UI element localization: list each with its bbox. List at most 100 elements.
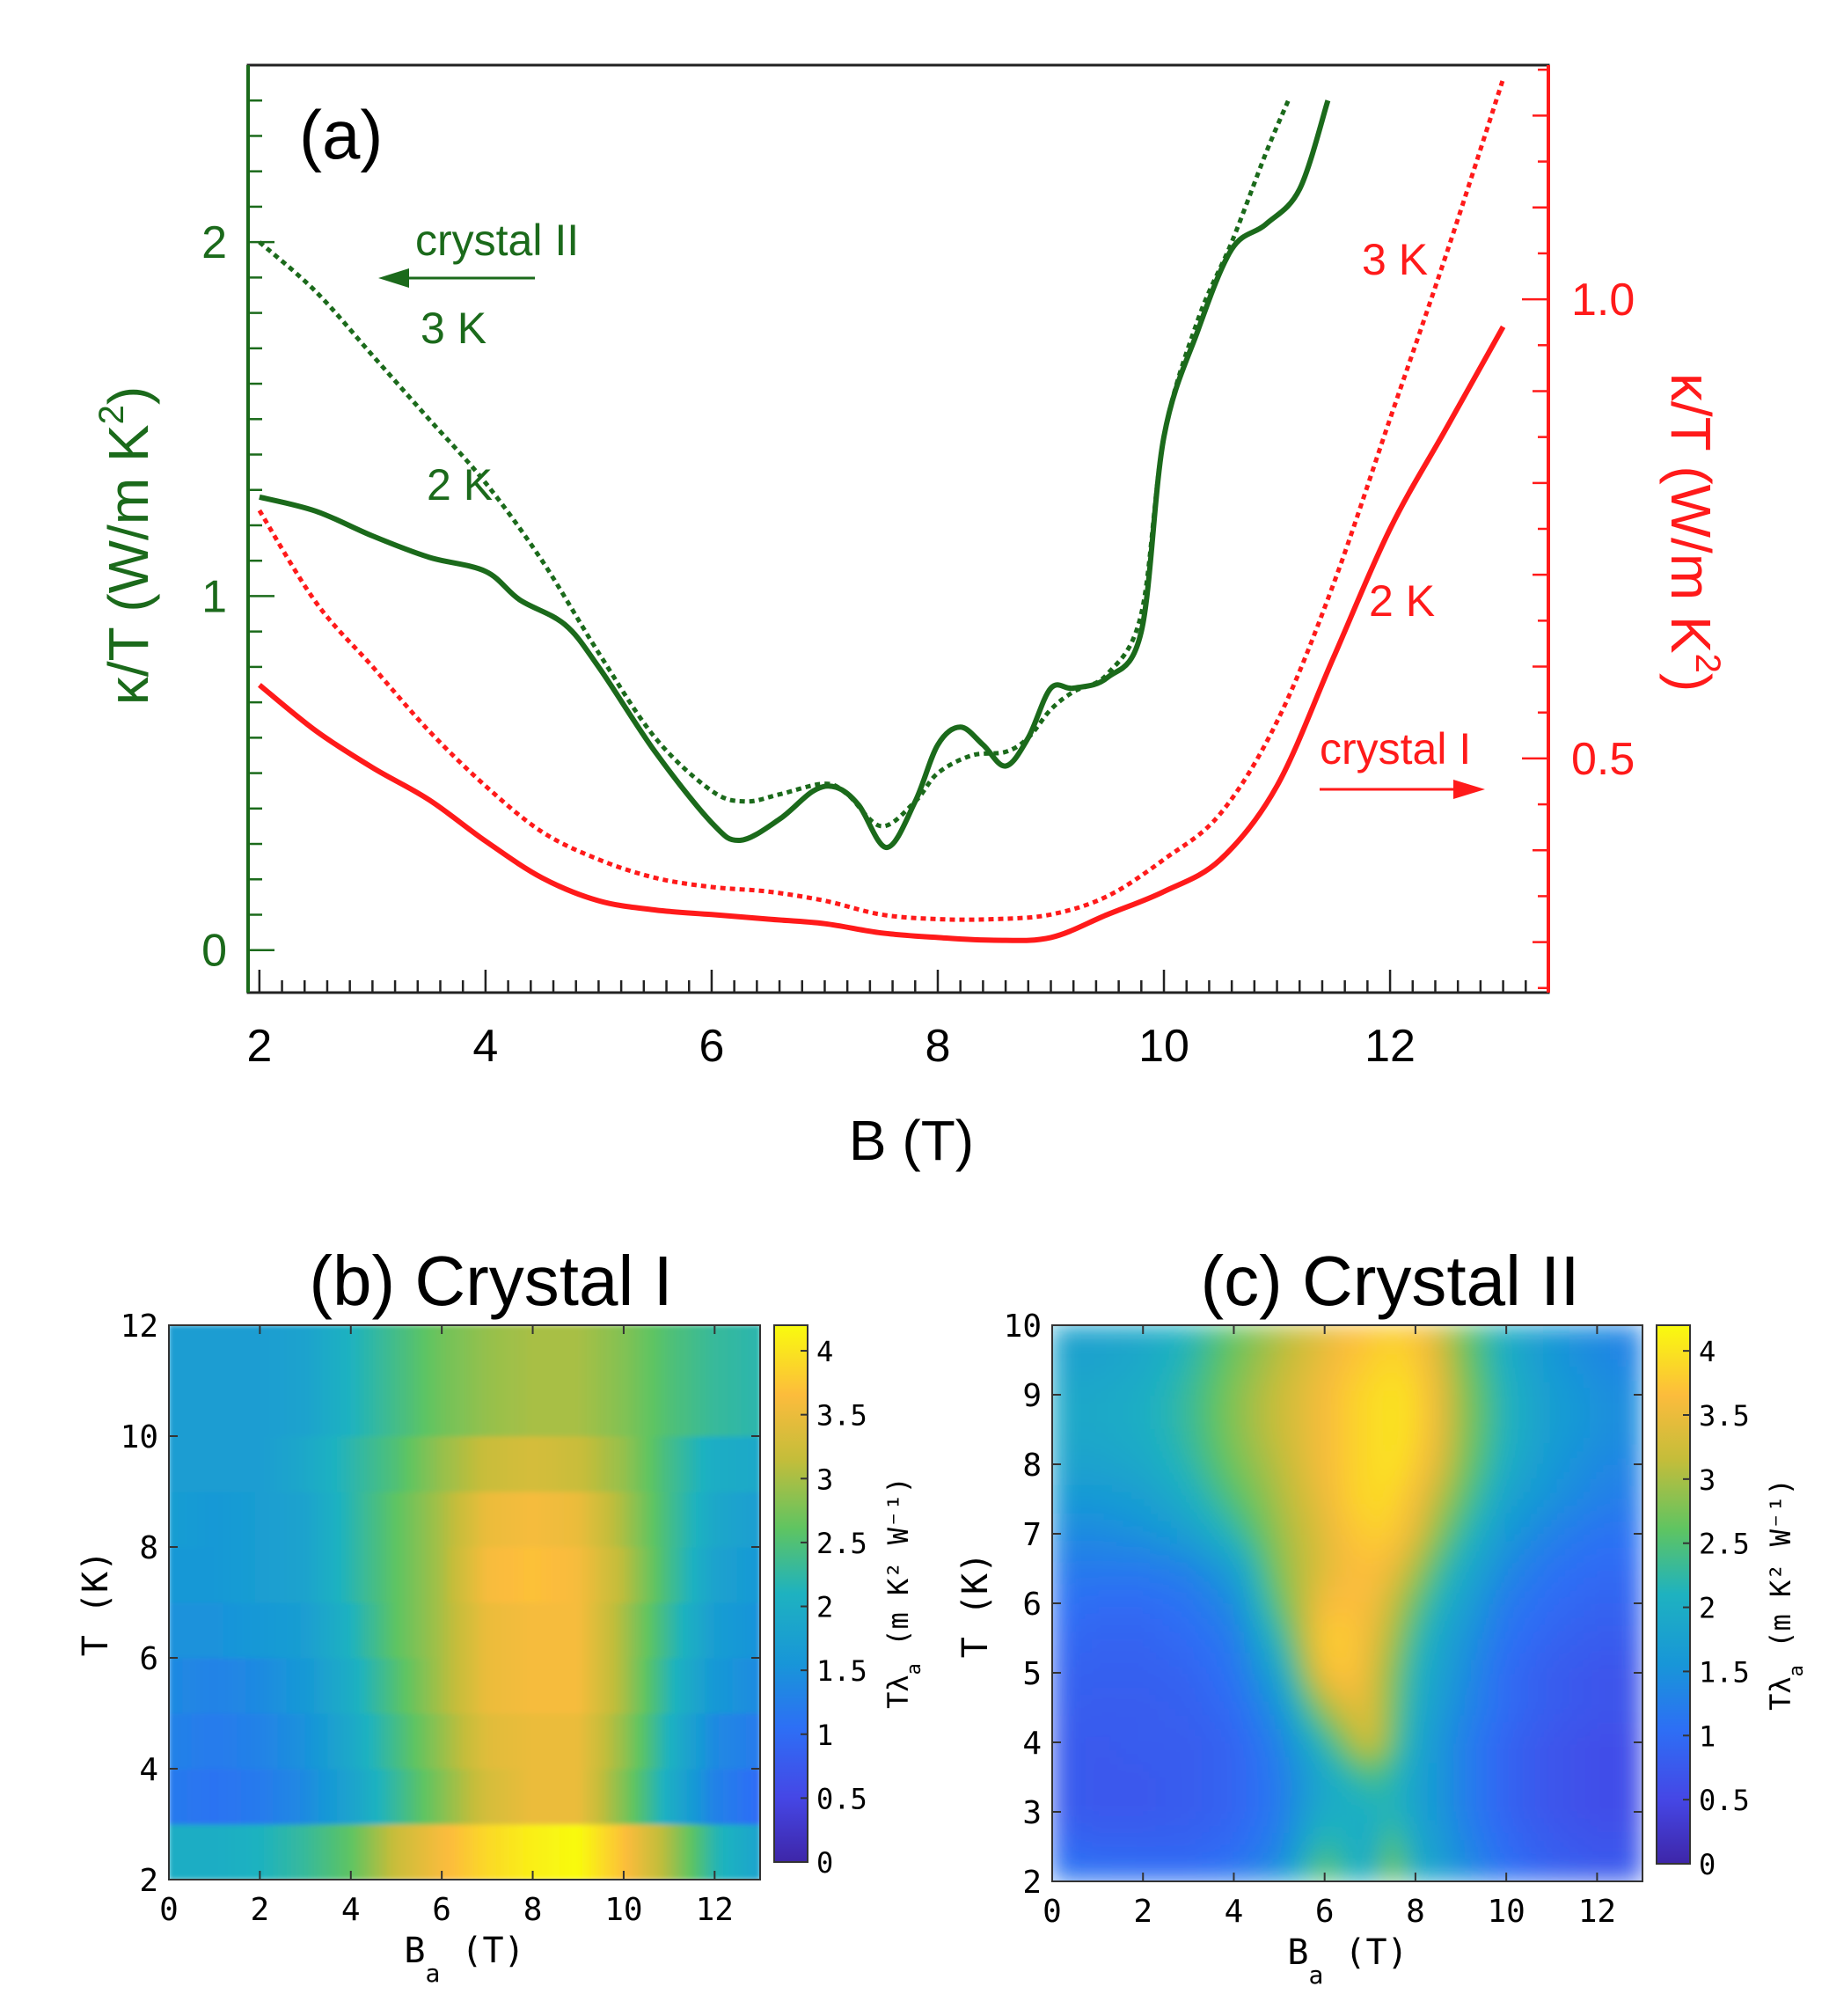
- heatmap-cell: [1215, 1624, 1224, 1632]
- heatmap-cell: [1209, 1727, 1218, 1736]
- heatmap-cell: [741, 1712, 748, 1770]
- heatmap-cell: [1431, 1734, 1440, 1743]
- heatmap-cell: [464, 1712, 471, 1770]
- heatmap-cell: [1452, 1713, 1460, 1722]
- heatmap-cell: [1635, 1602, 1642, 1611]
- heatmap-cell: [641, 1325, 647, 1437]
- heatmap-cell: [1465, 1616, 1473, 1625]
- heatmap-cell: [1465, 1609, 1473, 1618]
- heatmap-cell: [1169, 1658, 1178, 1667]
- heatmap-cell: [1189, 1720, 1197, 1729]
- heatmap-cell: [218, 1325, 225, 1437]
- heatmap-cell: [1471, 1763, 1480, 1771]
- heatmap-cell: [1084, 1631, 1093, 1639]
- heatmap-cell: [1176, 1672, 1184, 1681]
- heatmap-cell: [1143, 1748, 1152, 1757]
- heatmap-cell: [1274, 1818, 1283, 1827]
- heatmap-cell: [1543, 1748, 1552, 1757]
- heatmap-cell: [1615, 1616, 1624, 1625]
- heatmap-cell: [395, 1602, 402, 1659]
- heatmap-cell: [1321, 1783, 1328, 1792]
- heatmap-cell: [1452, 1700, 1460, 1709]
- heatmap-cell: [1097, 1832, 1106, 1841]
- heatmap-cell: [1228, 1770, 1237, 1778]
- heatmap-cell: [1550, 1783, 1558, 1792]
- heatmap-cell: [1064, 1846, 1073, 1855]
- heatmap-cell: [395, 1491, 402, 1548]
- heatmap-cell: [1471, 1734, 1480, 1743]
- heatmap-cell: [564, 1435, 570, 1492]
- heatmap-cell: [646, 1546, 652, 1603]
- heatmap-cell: [495, 1435, 502, 1492]
- heatmap-cell: [259, 1491, 266, 1548]
- heatmap-cell: [1589, 1700, 1598, 1709]
- heatmap-cell: [1340, 1811, 1349, 1820]
- heatmap-cell: [1209, 1770, 1218, 1778]
- heatmap-cell: [218, 1712, 225, 1770]
- heatmap-cell: [187, 1768, 193, 1825]
- heatmap-cell: [195, 1602, 202, 1659]
- heatmap-cell: [1517, 1852, 1525, 1861]
- heatmap-cell: [1057, 1713, 1066, 1722]
- heatmap-cell: [1287, 1790, 1296, 1799]
- heatmap-cell: [1399, 1846, 1408, 1855]
- heatmap-cell: [1064, 1859, 1073, 1868]
- heatmap-cell: [686, 1546, 693, 1603]
- heatmap-cell: [527, 1768, 534, 1825]
- heatmap-cell: [1596, 1644, 1604, 1653]
- heatmap-cell: [191, 1491, 198, 1548]
- heatmap-cell: [1556, 1811, 1565, 1820]
- heatmap-cell: [1609, 1797, 1617, 1806]
- heatmap-cell: [1615, 1859, 1624, 1868]
- heatmap-cell: [1465, 1790, 1473, 1799]
- heatmap-cell: [1143, 1602, 1152, 1611]
- heatmap-cell: [1209, 1658, 1218, 1667]
- heatmap-cell: [1104, 1651, 1112, 1660]
- heatmap-cell: [1222, 1644, 1230, 1653]
- heatmap-cell: [491, 1712, 498, 1770]
- heatmap-cell: [1137, 1672, 1145, 1681]
- heatmap-cell: [1156, 1852, 1165, 1861]
- heatmap-cell: [591, 1325, 597, 1437]
- heatmap-cell: [1425, 1624, 1434, 1632]
- heatmap-cell: [1379, 1777, 1387, 1785]
- heatmap-cell: [582, 1435, 589, 1492]
- heatmap-cell: [209, 1325, 216, 1437]
- heatmap-cell: [1419, 1770, 1427, 1778]
- heatmap-cell: [1491, 1727, 1499, 1736]
- heatmap-cell: [1163, 1624, 1171, 1632]
- heatmap-cell: [1104, 1811, 1112, 1820]
- heatmap-cell: [1465, 1859, 1473, 1868]
- heatmap-cell: [1359, 1741, 1368, 1750]
- heatmap-cell: [1281, 1609, 1290, 1618]
- heatmap-cell: [1478, 1783, 1486, 1792]
- heatmap-cell: [1241, 1846, 1250, 1855]
- heatmap-cell: [1386, 1839, 1394, 1848]
- heatmap-cell: [1057, 1734, 1066, 1743]
- heatmap-cell: [1419, 1832, 1427, 1841]
- heatmap-cell: [218, 1491, 225, 1548]
- heatmap-cell: [1583, 1665, 1591, 1674]
- heatmap-cell: [1071, 1770, 1079, 1778]
- heatmap-cell: [1379, 1832, 1387, 1841]
- heatmap-cell: [1182, 1693, 1191, 1702]
- heatmap-cell: [1556, 1763, 1565, 1771]
- heatmap-cell: [1222, 1624, 1230, 1632]
- heatmap-cell: [537, 1657, 543, 1714]
- heatmap-cell: [1064, 1832, 1073, 1841]
- x-tick-label: 6: [432, 1892, 451, 1928]
- heatmap-cell: [1163, 1700, 1171, 1709]
- heatmap-cell: [1419, 1713, 1427, 1722]
- heatmap-cell: [1287, 1811, 1296, 1820]
- heatmap-cell: [1602, 1644, 1611, 1653]
- heatmap-cell: [1300, 1602, 1309, 1611]
- heatmap-cell: [1431, 1700, 1440, 1709]
- heatmap-cell: [1084, 1720, 1093, 1729]
- heatmap-cell: [245, 1491, 252, 1548]
- heatmap-cell: [1366, 1873, 1375, 1881]
- heatmap-cell: [1379, 1658, 1387, 1667]
- heatmap-cell: [618, 1712, 625, 1770]
- heatmap-cell: [1517, 1616, 1525, 1625]
- heatmap-cell: [686, 1602, 693, 1659]
